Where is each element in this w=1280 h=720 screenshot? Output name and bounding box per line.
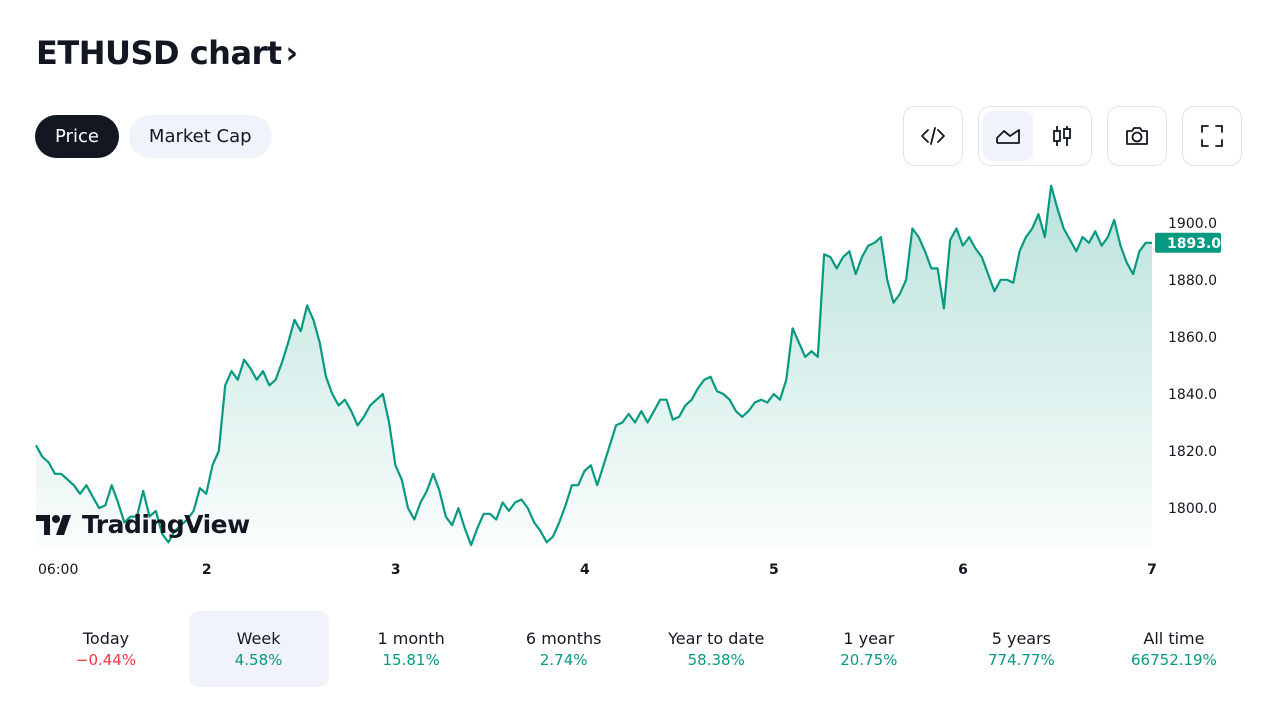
x-tick-label: 3	[391, 562, 401, 578]
market-cap-button[interactable]: Market Cap	[128, 115, 272, 158]
y-tick-label: 1860.0	[1168, 330, 1217, 346]
price-button[interactable]: Price	[35, 115, 119, 158]
area-chart-button[interactable]	[983, 111, 1033, 161]
period-label: Year to date	[668, 629, 765, 648]
period-change-value: −0.44%	[75, 651, 137, 669]
page-title-text: ETHUSD chart	[36, 34, 282, 72]
candlestick-icon	[1053, 126, 1071, 146]
period-today[interactable]: Today −0.44%	[36, 611, 176, 687]
period-week[interactable]: Week 4.58%	[188, 611, 329, 687]
candlestick-button[interactable]	[1037, 111, 1087, 161]
y-tick-label: 1880.0	[1168, 273, 1217, 289]
period-all-time[interactable]: All time 66752.19%	[1104, 611, 1244, 687]
fullscreen-button[interactable]	[1182, 106, 1242, 166]
period-change-value: 774.77%	[988, 651, 1055, 669]
period-label: Week	[236, 629, 281, 648]
period-6-months[interactable]: 6 months 2.74%	[494, 611, 634, 687]
period-year-to-date[interactable]: Year to date 58.38%	[646, 611, 786, 687]
page-title[interactable]: ETHUSD chart ›	[36, 34, 298, 72]
y-tick-label: 1840.0	[1168, 387, 1217, 403]
chevron-right-icon: ›	[285, 35, 298, 71]
x-tick-label: 06:00	[38, 562, 78, 578]
period-1-month[interactable]: 1 month 15.81%	[341, 611, 481, 687]
period-label: Today	[82, 629, 130, 648]
x-tick-label: 7	[1147, 562, 1157, 578]
fullscreen-icon	[1201, 125, 1223, 147]
area-chart-icon	[996, 129, 1020, 144]
y-tick-label: 1820.0	[1168, 444, 1217, 460]
tradingview-logo-icon	[36, 514, 71, 535]
x-tick-label: 6	[958, 562, 968, 578]
tradingview-logo: TradingView	[36, 510, 250, 539]
period-change-value: 2.74%	[539, 651, 588, 669]
price-line	[35, 184, 1152, 547]
period-label: 1 year	[843, 629, 895, 648]
period-change-value: 4.58%	[234, 651, 283, 669]
period-1-year[interactable]: 1 year 20.75%	[799, 611, 939, 687]
period-change-value: 58.38%	[687, 651, 745, 669]
embed-code-button[interactable]	[903, 106, 963, 166]
y-tick-label: 1800.0	[1168, 501, 1217, 517]
x-tick-label: 5	[769, 562, 779, 578]
period-label: 6 months	[525, 629, 602, 648]
x-tick-label: 4	[580, 562, 590, 578]
last-price-label: 1893.0	[1167, 236, 1221, 252]
chart-style-group	[978, 106, 1092, 166]
tradingview-logo-text: TradingView	[82, 510, 250, 539]
period-change-value: 15.81%	[382, 651, 440, 669]
last-price-badge: 1893.0	[1155, 232, 1221, 253]
period-label: 1 month	[377, 629, 445, 648]
price-marketcap-toggle: Price Market Cap	[35, 115, 272, 158]
period-5-years[interactable]: 5 years 774.77%	[951, 611, 1091, 687]
camera-icon	[1126, 127, 1148, 145]
y-tick-label: 1900.0	[1168, 216, 1217, 232]
period-change-value: 66752.19%	[1131, 651, 1217, 669]
x-tick-label: 2	[202, 562, 212, 578]
period-change-value: 20.75%	[840, 651, 898, 669]
period-label: All time	[1143, 629, 1205, 648]
screenshot-button[interactable]	[1107, 106, 1167, 166]
period-label: 5 years	[991, 629, 1052, 648]
embed-code-icon	[921, 127, 945, 145]
price-chart[interactable]: 1800.0 1820.0 1840.0 1860.0 1880.0 1900.0 06:…	[0, 180, 1280, 580]
price-area-fill	[36, 185, 1152, 548]
performance-periods: Today −0.44% Week 4.58% 1 month 15.81% 6 month…	[36, 611, 1244, 687]
